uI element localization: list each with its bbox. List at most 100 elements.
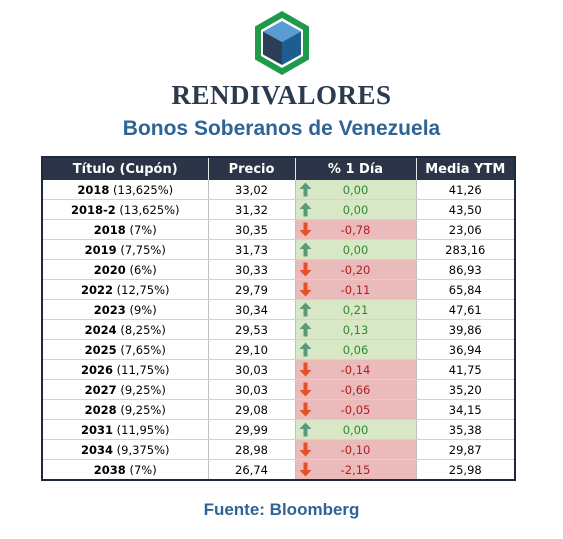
ytm-cell: 34,15 — [416, 399, 515, 420]
ytm-cell: 86,93 — [416, 259, 515, 280]
bond-year: 2027 — [84, 382, 117, 397]
bond-coupon: (9,25%) — [120, 382, 166, 397]
change-value: 0,06 — [342, 342, 369, 357]
change-cell: 0,13 — [295, 319, 417, 340]
change-value: -0,66 — [340, 382, 371, 397]
table-row: 2038 (7%) 26,74 -2,15 25,98 — [42, 459, 515, 481]
price-cell: 26,74 — [208, 459, 296, 481]
table-row: 2027 (9,25%) 30,03 -0,66 35,20 — [42, 379, 515, 400]
arrow-down-icon — [299, 282, 311, 297]
bond-title-cell: 2027 (9,25%) — [42, 379, 209, 400]
arrow-up-icon — [299, 202, 311, 217]
change-value: -0,14 — [340, 362, 371, 377]
change-cell: 0,21 — [295, 299, 417, 320]
change-value: -0,78 — [340, 222, 371, 237]
arrow-down-icon — [299, 442, 311, 457]
bond-year: 2018-2 — [70, 202, 116, 217]
table-row: 2018-2 (13,625%) 31,32 0,00 43,50 — [42, 199, 515, 220]
ytm-cell: 29,87 — [416, 439, 515, 460]
arrow-down-icon — [299, 382, 311, 397]
bond-year: 2038 — [93, 462, 126, 477]
bond-title-cell: 2023 (9%) — [42, 299, 209, 320]
table-row: 2034 (9,375%) 28,98 -0,10 29,87 — [42, 439, 515, 460]
ytm-cell: 35,38 — [416, 419, 515, 440]
change-cell: 0,00 — [295, 419, 417, 440]
arrow-down-icon — [299, 402, 311, 417]
bonds-table: Título (Cupón) Precio % 1 Día Media YTM … — [41, 156, 516, 481]
change-value: 0,00 — [342, 202, 369, 217]
brand-name: RENDIVALORES — [171, 80, 392, 110]
bond-coupon: (7,65%) — [120, 342, 166, 357]
bond-coupon: (7%) — [129, 462, 157, 477]
price-cell: 29,79 — [208, 279, 296, 300]
bond-coupon: (13,625%) — [113, 182, 174, 197]
arrow-up-icon — [299, 302, 311, 317]
header-titulo: Título (Cupón) — [42, 157, 209, 180]
change-cell: -0,20 — [295, 259, 417, 280]
change-value: -0,05 — [340, 402, 371, 417]
page-title: Bonos Soberanos de Venezuela — [122, 117, 441, 140]
arrow-up-icon — [299, 342, 311, 357]
ytm-cell: 39,86 — [416, 319, 515, 340]
bond-year: 2028 — [84, 402, 117, 417]
ytm-cell: 35,20 — [416, 379, 515, 400]
change-value: 0,21 — [342, 302, 369, 317]
ytm-cell: 36,94 — [416, 339, 515, 360]
price-cell: 29,99 — [208, 419, 296, 440]
ytm-cell: 65,84 — [416, 279, 515, 300]
arrow-down-icon — [299, 222, 311, 237]
table-row: 2025 (7,65%) 29,10 0,06 36,94 — [42, 339, 515, 360]
bond-title-cell: 2038 (7%) — [42, 459, 209, 481]
bond-coupon: (13,625%) — [119, 202, 180, 217]
ytm-cell: 43,50 — [416, 199, 515, 220]
arrow-up-icon — [299, 182, 311, 197]
ytm-cell: 23,06 — [416, 219, 515, 240]
ytm-cell: 283,16 — [416, 239, 515, 260]
bond-title-cell: 2020 (6%) — [42, 259, 209, 280]
bond-title-cell: 2034 (9,375%) — [42, 439, 209, 460]
bond-year: 2031 — [81, 422, 114, 437]
change-cell: -0,05 — [295, 399, 417, 420]
bond-year: 2024 — [84, 322, 117, 337]
change-cell: -0,10 — [295, 439, 417, 460]
rendivalores-logo — [255, 11, 309, 75]
change-value: 0,13 — [342, 322, 369, 337]
change-cell: 0,06 — [295, 339, 417, 360]
bond-title-cell: 2019 (7,75%) — [42, 239, 209, 260]
bond-title-cell: 2026 (11,75%) — [42, 359, 209, 380]
header-cambio: % 1 Día — [295, 157, 417, 180]
source-note: Fuente: Bloomberg — [203, 500, 360, 519]
bond-year: 2019 — [84, 242, 117, 257]
table-row: 2023 (9%) 30,34 0,21 47,61 — [42, 299, 515, 320]
bond-title-cell: 2024 (8,25%) — [42, 319, 209, 340]
arrow-down-icon — [299, 462, 311, 477]
price-cell: 30,35 — [208, 219, 296, 240]
change-cell: 0,00 — [295, 199, 417, 220]
price-cell: 28,98 — [208, 439, 296, 460]
bond-year: 2034 — [81, 442, 114, 457]
bond-year: 2020 — [93, 262, 126, 277]
bond-coupon: (9%) — [129, 302, 157, 317]
price-cell: 31,73 — [208, 239, 296, 260]
price-cell: 33,02 — [208, 180, 296, 200]
bond-coupon: (9,375%) — [116, 442, 170, 457]
table-row: 2026 (11,75%) 30,03 -0,14 41,75 — [42, 359, 515, 380]
bond-coupon: (12,75%) — [116, 282, 170, 297]
change-value: 0,00 — [342, 242, 369, 257]
bond-title-cell: 2022 (12,75%) — [42, 279, 209, 300]
bond-coupon: (6%) — [129, 262, 157, 277]
change-value: 0,00 — [342, 422, 369, 437]
bond-year: 2025 — [84, 342, 117, 357]
header-media-ytm: Media YTM — [416, 157, 515, 180]
arrow-up-icon — [299, 322, 311, 337]
bond-coupon: (8,25%) — [120, 322, 166, 337]
ytm-cell: 47,61 — [416, 299, 515, 320]
ytm-cell: 41,75 — [416, 359, 515, 380]
header-precio: Precio — [208, 157, 296, 180]
bond-year: 2022 — [81, 282, 114, 297]
bond-coupon: (11,75%) — [116, 362, 170, 377]
table-row: 2020 (6%) 30,33 -0,20 86,93 — [42, 259, 515, 280]
bond-title-cell: 2018-2 (13,625%) — [42, 199, 209, 220]
arrow-down-icon — [299, 262, 311, 277]
table-row: 2031 (11,95%) 29,99 0,00 35,38 — [42, 419, 515, 440]
